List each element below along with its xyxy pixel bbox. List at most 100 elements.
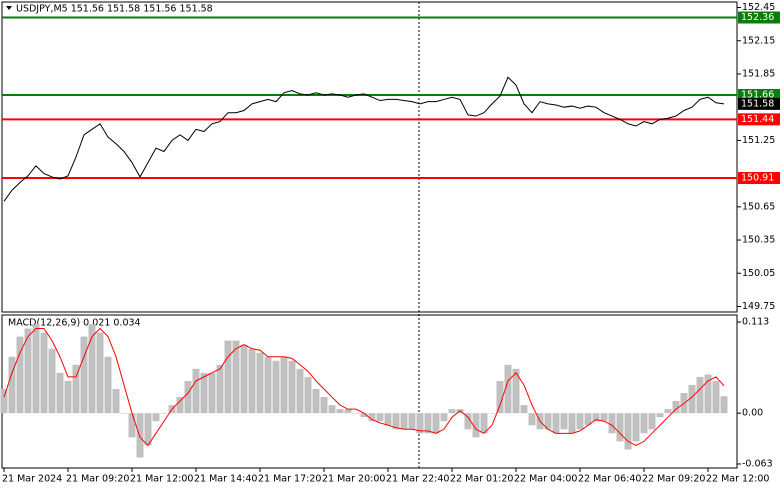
histogram-bar <box>216 364 224 414</box>
histogram-bar <box>256 352 264 414</box>
histogram-bar <box>184 380 192 414</box>
line <box>3 327 725 447</box>
macd-title: MACD(12,26,9) 0.021 0.034 <box>8 318 141 329</box>
histogram-bar <box>480 413 488 434</box>
histogram-bar <box>192 368 200 414</box>
chart-title: USDJPY,M5 151.56 151.58 151.56 151.58 <box>16 4 213 15</box>
histogram-bar <box>552 413 560 434</box>
histogram-bar <box>240 344 248 414</box>
histogram-bar <box>584 413 592 426</box>
level-label: 150.91 <box>741 173 774 184</box>
histogram-bar <box>560 413 568 430</box>
histogram-bar <box>264 356 272 414</box>
histogram-bar <box>320 397 328 414</box>
histogram-bar <box>304 376 312 414</box>
histogram-bar <box>688 384 696 414</box>
histogram-bar <box>568 413 576 434</box>
histogram-bar <box>144 413 152 446</box>
histogram-bar <box>512 368 520 414</box>
last-price-label-box <box>738 97 780 110</box>
histogram-bar <box>640 413 648 434</box>
histogram-bar <box>16 336 24 414</box>
histogram-bar <box>592 413 600 422</box>
histogram-bar <box>296 368 304 414</box>
histogram-bar <box>616 413 624 442</box>
x-tick-label: 21 Mar 20:00 <box>322 474 385 485</box>
histogram-bar <box>624 413 632 450</box>
histogram-bar <box>704 374 712 414</box>
histogram-bar <box>600 413 608 422</box>
histogram-bar <box>368 413 376 422</box>
y-tick-label: 150.05 <box>742 268 775 279</box>
level-label: 151.44 <box>741 114 774 125</box>
histogram-bar <box>24 328 32 414</box>
histogram-bar <box>344 409 352 414</box>
histogram-bar <box>424 413 432 434</box>
histogram-bar <box>136 413 144 458</box>
histogram-bar <box>248 348 256 414</box>
x-tick-label: 21 Mar 14:40 <box>194 474 257 485</box>
histogram-bar <box>576 413 584 430</box>
y-tick-label: 151.85 <box>742 68 775 79</box>
histogram-bar <box>392 413 400 430</box>
histogram-bar <box>672 401 680 414</box>
histogram-bar <box>696 376 704 414</box>
histogram-bar <box>176 397 184 414</box>
histogram-bar <box>664 409 672 414</box>
price-panel <box>1 1 738 313</box>
histogram-bar <box>360 413 368 418</box>
histogram-bar <box>528 413 536 426</box>
y-tick-label: 149.75 <box>742 301 775 312</box>
histogram-bar <box>384 413 392 426</box>
menu-icon <box>6 6 12 10</box>
histogram-bar <box>312 388 320 414</box>
histogram-bar <box>32 324 40 414</box>
y-tick-label: 152.45 <box>742 2 775 13</box>
x-tick-label: 22 Mar 04:00 <box>514 474 577 485</box>
histogram-bar <box>224 340 232 414</box>
y-tick-label: -0.063 <box>742 458 773 469</box>
histogram-bar <box>120 413 128 414</box>
histogram-bar <box>504 364 512 414</box>
histogram-bar <box>72 364 80 414</box>
histogram-bar <box>128 413 136 438</box>
histogram-bar <box>352 413 360 414</box>
x-tick-label: 22 Mar 06:40 <box>578 474 641 485</box>
line <box>3 76 725 202</box>
histogram-bar <box>88 324 96 414</box>
histogram-bar <box>64 380 72 414</box>
histogram-bar <box>40 332 48 414</box>
histogram-bar <box>104 356 112 414</box>
histogram-bar <box>208 372 216 414</box>
x-tick-label: 21 Mar 2024 <box>2 474 62 485</box>
histogram-bar <box>608 413 616 434</box>
x-tick-label: 21 Mar 09:20 <box>66 474 129 485</box>
x-tick-label: 22 Mar 09:20 <box>642 474 705 485</box>
level-label: 152.36 <box>741 12 774 23</box>
x-tick-label: 21 Mar 12:00 <box>130 474 193 485</box>
histogram-bar <box>200 372 208 414</box>
level-label-box <box>738 11 780 24</box>
histogram-bar <box>720 396 728 414</box>
level-label-box <box>738 113 780 126</box>
x-tick-label: 22 Mar 01:20 <box>450 474 513 485</box>
histogram-bar <box>80 336 88 414</box>
histogram-bar <box>272 360 280 414</box>
y-tick-label: 150.35 <box>742 235 775 246</box>
level-label: 151.66 <box>741 90 774 101</box>
histogram-bar <box>400 413 408 430</box>
histogram-bar <box>112 388 120 414</box>
y-tick-label: 0.00 <box>742 408 763 419</box>
histogram-bar <box>632 413 640 442</box>
histogram-bar <box>464 413 472 430</box>
histogram-bar <box>656 413 664 418</box>
histogram-bar <box>496 380 504 414</box>
y-tick-label: 150.65 <box>742 201 775 212</box>
histogram-bar <box>152 413 160 422</box>
histogram-bar <box>48 348 56 414</box>
histogram-bar <box>336 409 344 414</box>
x-tick-label: 21 Mar 22:40 <box>386 474 449 485</box>
histogram-bar <box>440 413 448 422</box>
histogram-bar <box>328 405 336 414</box>
